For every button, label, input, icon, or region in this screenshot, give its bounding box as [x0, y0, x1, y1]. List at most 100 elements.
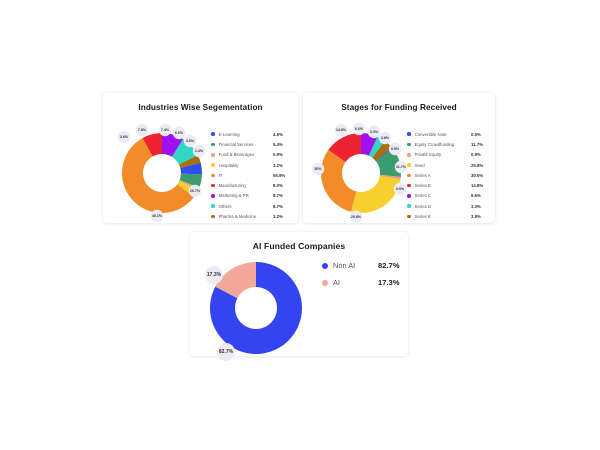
legend-label: Hospitality: [218, 162, 239, 168]
ai-funded-companies-card: AI Funded Companies 82.7% 17.3% Non AI 82.…: [190, 232, 408, 361]
legend-color-dot-icon: [322, 279, 328, 286]
legend-color-dot-icon: [211, 183, 215, 188]
legend-value: 25.8%: [471, 162, 484, 168]
legend-label: Seed: [414, 162, 425, 168]
slice-callout: 0.9%: [393, 182, 407, 196]
legend-label: Series E: [414, 214, 431, 220]
legend-value: 6.6%: [471, 193, 481, 199]
legend-label: Equity Crowdfunding: [414, 141, 455, 147]
industries-legend: E-Learning 4.6% Financial Services 5.4% Food…: [211, 129, 291, 222]
donut-slice-private-equity: [379, 174, 401, 180]
legend-label: IT: [218, 172, 223, 178]
legend-label: Series D: [414, 203, 432, 209]
legend-color-dot-icon: [211, 152, 215, 157]
legend-color-dot-icon: [322, 262, 328, 269]
legend-color-dot-icon: [407, 214, 411, 219]
legend-value: 14.8%: [471, 183, 484, 189]
legend-value: 55.9%: [273, 172, 286, 178]
ai-donut-chart: 82.7% 17.3%: [205, 262, 302, 361]
svg-text:26.7%: 26.7%: [190, 189, 201, 193]
svg-text:7.4%: 7.4%: [161, 128, 170, 132]
legend-value: 0.9%: [273, 152, 283, 158]
funding-stages-card: Stages for Funding Received 14.8% 6.6% 3.3…: [303, 93, 495, 224]
svg-text:1.4%: 1.4%: [195, 149, 204, 153]
legend-value: 3.2%: [273, 162, 283, 168]
svg-text:40.1%: 40.1%: [152, 214, 163, 218]
slice-callout: 1.4%: [192, 144, 206, 158]
slice-callout: 0.5%: [388, 142, 402, 156]
legend-item-non-ai: Non AI 82.7%: [322, 257, 402, 274]
slice-callout: 6.6%: [172, 126, 186, 140]
legend-item-e-learning: E-Learning 4.6%: [211, 129, 291, 139]
svg-text:25.8%: 25.8%: [351, 215, 362, 219]
donut-slice-manufacturing: [142, 133, 162, 157]
svg-text:11.7%: 11.7%: [396, 165, 407, 169]
donut-slice-ai: [215, 262, 256, 299]
slice-callout: 30%: [311, 162, 325, 176]
svg-text:6.6%: 6.6%: [355, 127, 364, 131]
legend-value: 3.3%: [471, 203, 481, 209]
legend-item-series-b: Series B 14.8%: [407, 180, 489, 190]
legend-color-dot-icon: [211, 204, 215, 209]
industries-donut-chart: 3.6% 7.8% 7.4% 6.6%4.6% 1.4% 26.7% 40.1%: [117, 123, 206, 223]
donut-slice-others: [172, 138, 198, 165]
slice-callout: 3.8%: [378, 131, 392, 145]
slice-callout: 3.6%: [117, 130, 131, 144]
legend-value: 0.9%: [471, 152, 481, 158]
industries-chart-title: Industries Wise Segementation: [138, 103, 263, 112]
legend-item-financial-services: Financial Services 5.4%: [211, 139, 291, 149]
legend-item-food-and-beverages: Food & Beverages 0.9%: [211, 150, 291, 160]
slice-callout: 11.7%: [394, 160, 408, 174]
legend-label: Manufacturing: [218, 183, 246, 189]
legend-value: 5.4%: [273, 141, 283, 147]
legend-label: Pharma & Medicine: [218, 214, 257, 220]
legend-label: Series B: [414, 183, 431, 189]
legend-color-dot-icon: [407, 183, 411, 188]
svg-text:3.6%: 3.6%: [120, 135, 129, 139]
legend-value: 4.6%: [273, 131, 283, 137]
legend-label: Convertible Note: [414, 131, 447, 137]
stages-legend: Convertible Note 0.5% Equity Crowdfunding 1…: [407, 129, 489, 222]
legend-color-dot-icon: [407, 152, 411, 157]
legend-color-dot-icon: [407, 163, 411, 167]
legend-item-convertible-note: Convertible Note 0.5%: [407, 129, 489, 139]
legend-label: Series A: [414, 172, 431, 178]
legend-item-pharma-and-medicine: Pharma & Medicine 3.2%: [211, 211, 291, 221]
svg-text:3.8%: 3.8%: [381, 136, 390, 140]
donut-slice-non-ai: [210, 262, 302, 354]
legend-label: Private Equity: [414, 152, 442, 158]
svg-text:0.9%: 0.9%: [396, 187, 405, 191]
svg-text:3.3%: 3.3%: [370, 130, 379, 134]
donut-slice-series-b: [328, 133, 361, 163]
slice-callout: 7.4%: [158, 123, 172, 137]
legend-color-dot-icon: [211, 132, 215, 136]
slice-callout: 14.8%: [334, 123, 348, 137]
legend-value: 0.5%: [471, 131, 481, 137]
legend-value: 11.7%: [471, 141, 483, 147]
legend-item-hospitality: Hospitality 3.2%: [211, 160, 291, 170]
legend-color-dot-icon: [211, 142, 215, 147]
legend-item-it: IT 55.9%: [211, 170, 291, 180]
legend-color-dot-icon: [211, 214, 215, 219]
svg-text:30%: 30%: [314, 167, 322, 171]
svg-text:17.3%: 17.3%: [207, 272, 222, 278]
legend-color-dot-icon: [407, 142, 411, 147]
legend-color-dot-icon: [211, 194, 215, 198]
legend-item-series-e: Series E 3.8%: [407, 211, 489, 221]
legend-color-dot-icon: [211, 173, 215, 178]
donut-slice-series-c: [361, 133, 378, 156]
slice-callout: 82.7%: [217, 343, 235, 361]
legend-label: Marketing & PR: [218, 193, 249, 199]
legend-item-seed: Seed 25.8%: [407, 160, 489, 170]
donut-slice-e-learning: [180, 162, 202, 175]
legend-label: Food & Beverages: [218, 152, 255, 158]
svg-text:4.6%: 4.6%: [186, 139, 195, 143]
legend-color-dot-icon: [407, 204, 411, 209]
svg-text:82.7%: 82.7%: [219, 349, 234, 355]
legend-value: 30.0%: [471, 172, 484, 178]
legend-item-series-d: Series D 3.3%: [407, 201, 489, 211]
slice-callout: 25.8%: [349, 210, 363, 224]
legend-value: 3.8%: [471, 214, 481, 220]
donut-slice-financial-services: [179, 173, 202, 188]
slice-callout: 26.7%: [188, 184, 202, 198]
